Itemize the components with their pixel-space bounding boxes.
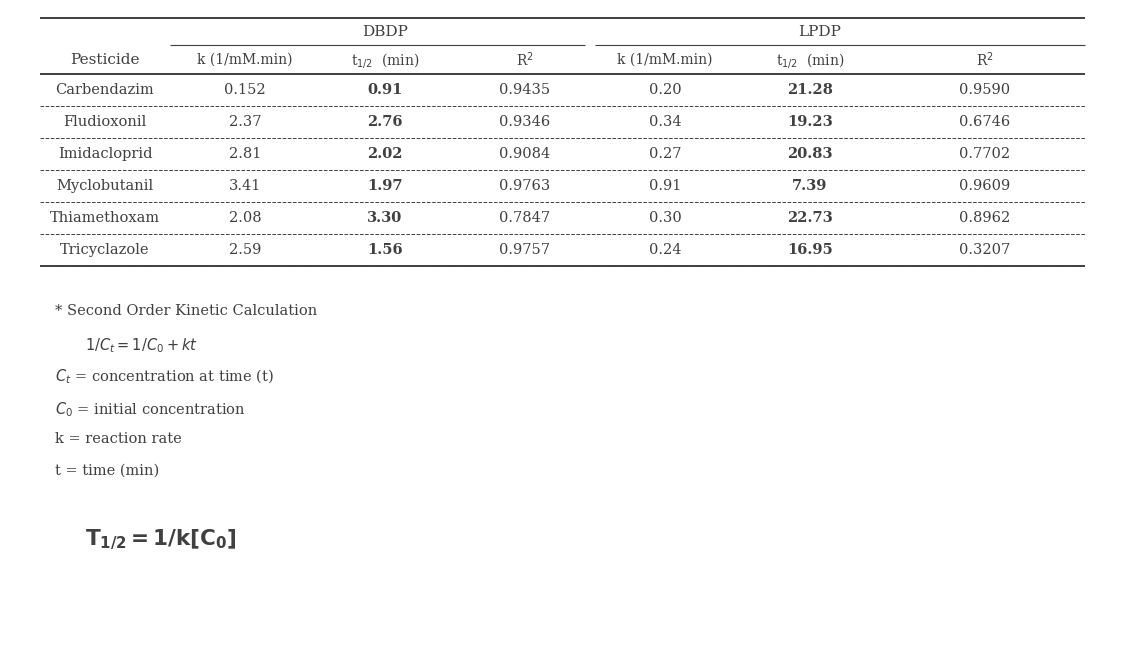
Text: 16.95: 16.95 [788,243,833,257]
Text: 0.9435: 0.9435 [499,83,551,97]
Text: 0.7847: 0.7847 [499,211,551,225]
Text: 1.56: 1.56 [367,243,403,257]
Text: $1/C_t = 1/C_0 +kt$: $1/C_t = 1/C_0 +kt$ [85,336,197,354]
Text: LPDP: LPDP [799,25,842,39]
Text: 0.9590: 0.9590 [959,83,1011,97]
Text: 2.81: 2.81 [229,147,261,161]
Text: DBDP: DBDP [362,25,408,39]
Text: 20.83: 20.83 [788,147,833,161]
Text: Imidacloprid: Imidacloprid [57,147,153,161]
Text: 21.28: 21.28 [787,83,833,97]
Text: 0.6746: 0.6746 [959,115,1011,129]
Text: 0.3207: 0.3207 [959,243,1011,257]
Text: k (1/mM.min): k (1/mM.min) [617,53,712,67]
Text: 0.20: 0.20 [649,83,681,97]
Text: t = time (min): t = time (min) [55,464,159,478]
Text: 3.41: 3.41 [229,179,261,193]
Text: 19.23: 19.23 [788,115,833,129]
Text: Tricyclazole: Tricyclazole [61,243,149,257]
Text: t$_{1/2}$  (min): t$_{1/2}$ (min) [351,51,420,69]
Text: t$_{1/2}$  (min): t$_{1/2}$ (min) [775,51,844,69]
Text: k = reaction rate: k = reaction rate [55,432,182,446]
Text: 0.30: 0.30 [649,211,681,225]
Text: * Second Order Kinetic Calculation: * Second Order Kinetic Calculation [55,304,318,318]
Text: 0.9763: 0.9763 [499,179,551,193]
Text: 1.97: 1.97 [367,179,403,193]
Text: Fludioxonil: Fludioxonil [63,115,147,129]
Text: 3.30: 3.30 [367,211,403,225]
Text: 0.91: 0.91 [367,83,403,97]
Text: $C_t$ = concentration at time (t): $C_t$ = concentration at time (t) [55,368,274,386]
Text: 2.76: 2.76 [367,115,403,129]
Text: $\mathbf{T_{1/2} = 1/k[C_0]}$: $\mathbf{T_{1/2} = 1/k[C_0]}$ [85,528,237,552]
Text: 2.08: 2.08 [229,211,261,225]
Text: Carbendazim: Carbendazim [56,83,155,97]
Text: R$^{2}$: R$^{2}$ [516,51,534,69]
Text: Thiamethoxam: Thiamethoxam [50,211,160,225]
Text: 0.9609: 0.9609 [959,179,1011,193]
Text: 22.73: 22.73 [788,211,833,225]
Text: 2.59: 2.59 [229,243,261,257]
Text: 0.9084: 0.9084 [499,147,551,161]
Text: Myclobutanil: Myclobutanil [56,179,154,193]
Text: 0.9757: 0.9757 [499,243,551,257]
Text: 0.152: 0.152 [224,83,266,97]
Text: 7.39: 7.39 [792,179,828,193]
Text: $C_0$ = initial concentration: $C_0$ = initial concentration [55,400,246,418]
Text: 0.24: 0.24 [649,243,681,257]
Text: k (1/mM.min): k (1/mM.min) [197,53,293,67]
Text: 2.37: 2.37 [229,115,261,129]
Text: 0.7702: 0.7702 [959,147,1011,161]
Text: 0.9346: 0.9346 [499,115,551,129]
Text: Pesticide: Pesticide [71,53,140,67]
Text: 0.91: 0.91 [649,179,681,193]
Text: 0.8962: 0.8962 [959,211,1011,225]
Text: R$^{2}$: R$^{2}$ [976,51,994,69]
Text: 2.02: 2.02 [367,147,403,161]
Text: 0.34: 0.34 [649,115,681,129]
Text: 0.27: 0.27 [649,147,681,161]
